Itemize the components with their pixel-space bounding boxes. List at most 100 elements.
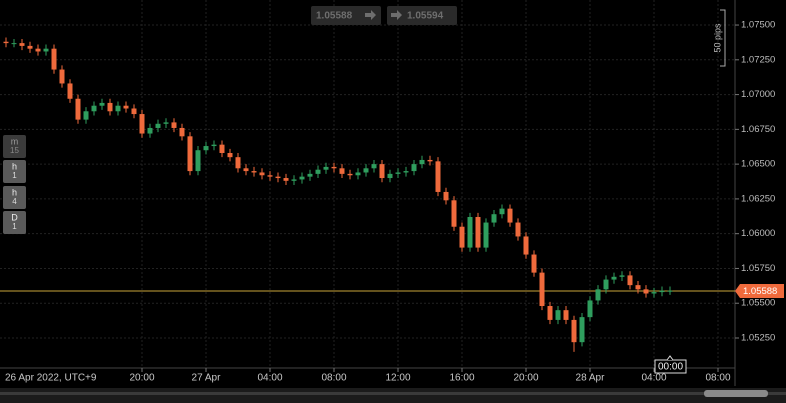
x-tick-label: 27 Apr [192,373,222,384]
scale-label: 50 pips [712,23,722,53]
sell-arrow [365,10,376,20]
timeframe-count: 4 [12,197,17,206]
y-tick-label: 1.07000 [741,89,775,100]
candle-body [11,43,17,45]
candle-body [35,48,41,52]
x-tick-label: 20:00 [513,373,538,384]
candle-body [251,171,257,173]
candle-body [515,222,521,237]
scrollbar-track [0,388,786,403]
candle-body [379,164,385,179]
candle-body [243,168,249,172]
timeframe-count: 15 [10,146,19,155]
candle-body [179,127,185,137]
y-tick-label: 1.05250 [741,333,775,344]
candle-body [171,122,177,128]
candle-body [563,310,569,320]
candle-body [299,176,305,180]
candle-body [139,114,145,134]
candle-body [467,216,473,248]
candle-body [187,136,193,172]
timeframe-unit: m [11,136,19,146]
candle-body [411,164,417,172]
timeframe-button[interactable] [3,211,26,234]
bid-box[interactable] [311,6,381,25]
candle-body [603,279,609,290]
y-tick-label: 1.06250 [741,193,775,204]
candle-body [331,166,337,169]
candle-body [587,300,593,318]
candle-body [459,226,465,248]
candle-body [571,319,577,343]
y-tick-label: 1.06500 [741,159,775,170]
x-tick-label: 08:00 [321,373,346,384]
candle-body [27,45,33,49]
price-tag-label: 1.05588 [743,286,777,297]
timeframe-button[interactable] [3,186,26,209]
candle-body [403,171,409,173]
candle-body [579,317,585,343]
x-tick-label: 08:00 [705,373,730,384]
candle-body [155,123,161,128]
candle-body [43,48,49,52]
candle-body [667,290,673,292]
candle-body [339,168,345,174]
candle-body [211,144,217,147]
candle-body [227,153,233,158]
candle-body [147,127,153,134]
candle-body [419,159,425,165]
x-tick-label: 26 Apr 2022, UTC+9 [5,373,97,384]
candle-body [235,157,241,169]
candle-body [259,172,265,176]
candle-body [483,222,489,248]
candle-body [611,276,617,280]
candle-body [67,83,73,99]
candle-body [107,102,113,112]
candle-body [83,111,89,120]
candle-body [99,102,105,106]
candle-body [443,191,449,201]
candle-body [595,289,601,301]
scale-bracket [720,9,726,67]
y-tick-label: 1.06750 [741,124,775,135]
grid [0,0,735,368]
candle-body [75,98,81,120]
candle-body [507,208,513,223]
candle-body [427,159,433,162]
candle-body [491,214,497,223]
timeframe-button[interactable] [3,160,26,183]
y-tick-label: 1.06000 [741,228,775,239]
candle-body [627,275,633,286]
timeframe-button[interactable] [3,135,26,158]
candle-body [19,43,25,46]
candle-body [659,290,665,293]
scrollbar-thumb[interactable] [704,390,768,397]
timeframe-unit: h [12,161,17,171]
candle-body [643,289,649,294]
x-tick-label: 20:00 [129,373,154,384]
candle-body [267,175,273,177]
timeframe-count: 1 [12,171,17,180]
candle-body [547,306,553,320]
candle-body [475,216,481,248]
x-tick-label: 04:00 [257,373,282,384]
candle-body [371,164,377,169]
x-tick-label: 04:00 [641,373,666,384]
candle-body [51,48,57,70]
candle-body [635,285,641,290]
candle-body [91,105,97,112]
cursor-time-pointer [666,355,674,361]
candle-body [499,208,505,215]
candle-body [355,172,361,176]
cursor-time: 00:00 [658,362,683,373]
candle-body [347,173,353,176]
y-tick-label: 1.07250 [741,54,775,65]
ask-box[interactable] [387,6,457,25]
timeframe-count: 1 [12,222,17,231]
candle-body [275,176,281,179]
candle-body [195,150,201,172]
